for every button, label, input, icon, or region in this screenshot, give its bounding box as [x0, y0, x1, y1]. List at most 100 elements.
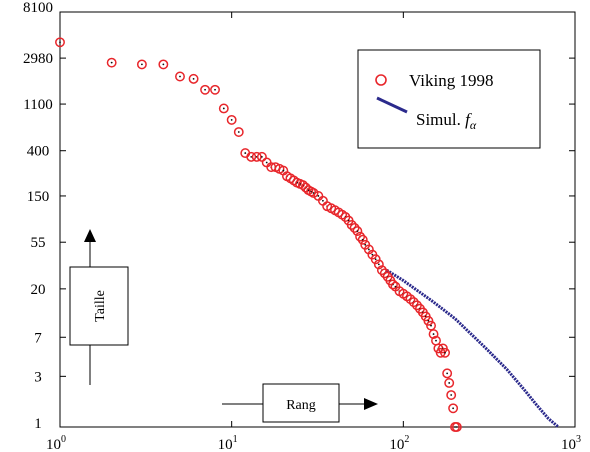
x-tick-base: 10 [46, 437, 61, 452]
viking-point-dot [310, 190, 312, 193]
viking-point [373, 259, 384, 270]
viking-point-dot [179, 75, 181, 78]
viking-point-dot [367, 248, 370, 251]
y-tick-label: 150 [27, 189, 50, 205]
viking-point [200, 84, 211, 95]
y-tick-label: 7 [34, 330, 42, 346]
x-tick-label: 103 [561, 434, 581, 452]
x-tick-base: 10 [561, 437, 576, 452]
viking-point [448, 403, 459, 414]
viking-point-dot [312, 192, 315, 194]
x-tick-label: 100 [46, 434, 66, 452]
viking-point-dot [260, 155, 263, 158]
viking-point-dot [446, 372, 449, 375]
viking-point [226, 114, 237, 125]
legend: Viking 1998 Simul. fα [357, 49, 541, 149]
viking-point [349, 222, 360, 233]
taille-box [69, 266, 129, 346]
viking-point [218, 103, 229, 114]
viking-point-dot [322, 199, 324, 202]
viking-point-dot [222, 107, 225, 110]
viking-point [55, 37, 65, 48]
taille-arrowhead [84, 229, 96, 242]
viking-point [357, 234, 368, 245]
taille-annotation: Taille [69, 229, 129, 385]
viking-point-dot [361, 238, 364, 241]
x-tick-label: 101 [218, 434, 238, 452]
viking-point-dot [282, 169, 285, 172]
viking-series [55, 37, 462, 432]
viking-point-dot [454, 426, 456, 428]
viking-point [355, 231, 366, 242]
viking-point-dot [364, 243, 367, 246]
viking-point [251, 151, 262, 162]
x-tick-exponent: 1 [233, 434, 238, 445]
viking-point-dot [162, 63, 165, 66]
viking-point [408, 297, 419, 308]
viking-point [256, 151, 267, 162]
x-tick-base: 10 [389, 437, 404, 452]
viking-point [175, 71, 185, 82]
viking-point [428, 329, 439, 340]
y-tick-label: 20 [31, 282, 46, 298]
viking-point-dot [450, 394, 453, 396]
y-tick-label: 2980 [23, 51, 53, 67]
y-tick-label: 3 [34, 369, 42, 385]
viking-point [297, 180, 308, 190]
legend-simul-line [376, 96, 408, 114]
viking-point [451, 422, 462, 432]
simul-line [385, 268, 560, 429]
viking-point [308, 188, 319, 198]
simul-series [385, 268, 560, 429]
viking-point-dot [110, 61, 113, 64]
viking-point-dot [192, 77, 195, 80]
viking-point-dot [394, 285, 397, 288]
y-tick-label: 1 [34, 416, 42, 432]
viking-point-dot [244, 152, 247, 154]
rang-arrowhead [364, 398, 378, 410]
legend-viking-marker [375, 74, 387, 86]
viking-point-dot [374, 258, 377, 261]
viking-point [444, 377, 455, 388]
viking-point-dot [265, 161, 268, 164]
viking-point-dot [317, 195, 320, 197]
y-tick-label: 1100 [23, 97, 52, 113]
viking-point [136, 59, 147, 70]
legend-box [357, 49, 541, 149]
x-axis: 100 101 102 103 [46, 12, 581, 452]
viking-point-dot [432, 333, 435, 335]
viking-point [405, 294, 416, 305]
y-tick-label: 400 [27, 144, 50, 160]
viking-point-dot [141, 63, 143, 66]
viking-point-dot [377, 263, 380, 266]
viking-point [106, 57, 117, 68]
rang-annotation: Rang [222, 383, 378, 423]
viking-point [376, 265, 387, 276]
viking-point-dot [214, 88, 216, 91]
legend-simul-label: Simul. fα [416, 110, 477, 132]
y-tick-label: 8100 [23, 0, 53, 16]
x-tick-label: 102 [389, 434, 409, 452]
viking-point-dot [455, 426, 458, 428]
x-tick-exponent: 2 [404, 434, 409, 445]
x-tick-exponent: 0 [61, 434, 66, 445]
rang-label: Rang [286, 398, 316, 413]
viking-point-dot [430, 324, 432, 327]
viking-point-dot [307, 189, 310, 192]
viking-point [442, 368, 453, 379]
viking-point [346, 219, 357, 230]
viking-point [188, 73, 199, 84]
viking-point [246, 151, 257, 162]
viking-point [233, 127, 244, 137]
viking-point-dot [435, 339, 437, 342]
viking-point [440, 347, 451, 358]
viking-point [370, 254, 381, 265]
y-tick-label: 55 [31, 235, 46, 251]
viking-point-dot [204, 88, 206, 91]
viking-point-dot [448, 382, 451, 384]
plot-frame [59, 11, 576, 428]
rang-box [262, 383, 340, 423]
legend-viking-label: Viking 1998 [409, 71, 493, 90]
taille-label: Taille [93, 290, 108, 322]
